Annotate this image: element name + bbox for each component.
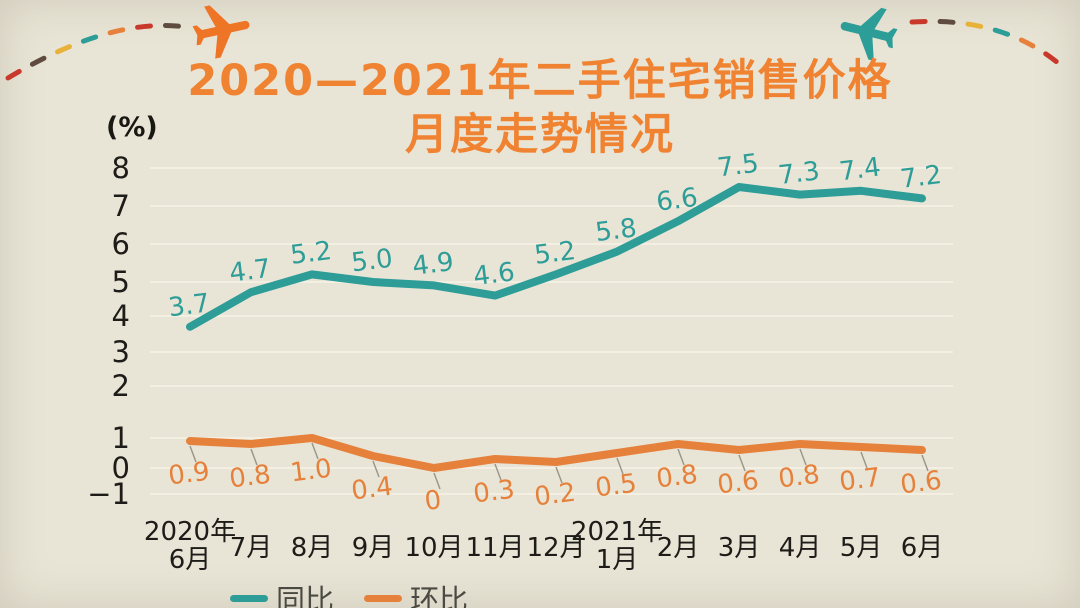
data-label-同比: 4.7 xyxy=(228,254,273,289)
y-tick-label: 3 xyxy=(112,335,130,369)
y-tick-label: 0 xyxy=(112,451,130,485)
x-tick-label: 7月 xyxy=(230,533,273,563)
y-tick-label: 2 xyxy=(112,369,130,403)
trail-dash-segment xyxy=(909,18,1067,71)
data-label-环比: 0 xyxy=(423,485,443,517)
data-labels: 3.7 4.7 5.2 5.0 4.9 4.6 5.2 5.8 6.6 7.5 7.3 7.4 7.2 0… xyxy=(167,149,944,517)
y-tick-label: −1 xyxy=(87,477,130,511)
data-label-环比: 0.8 xyxy=(655,460,700,495)
x-tick-label: 5月 xyxy=(840,533,883,563)
y-tick-label: 5 xyxy=(112,265,130,299)
airplane-left-icon xyxy=(840,7,898,61)
dashed-flight-trails xyxy=(5,18,1067,81)
label-leader-line xyxy=(677,448,685,466)
data-label-环比: 0.6 xyxy=(899,466,944,501)
label-leader-line xyxy=(860,451,868,469)
y-tick-label: 8 xyxy=(112,151,130,185)
x-tick-label: 9月 xyxy=(352,533,395,563)
series-lines xyxy=(186,183,926,472)
label-leader-line xyxy=(799,448,807,466)
legend-item-huanbi: 环比 xyxy=(364,577,468,608)
y-tick-label: 6 xyxy=(112,227,130,261)
data-label-同比: 5.2 xyxy=(533,236,578,271)
x-tick-label: 8月 xyxy=(291,533,334,563)
data-label-环比: 0.8 xyxy=(228,460,273,495)
legend-item-tongbi: 同比 xyxy=(230,577,334,608)
label-leader-line xyxy=(189,445,197,463)
y-tick-label: 7 xyxy=(112,189,130,223)
data-label-环比: 0.3 xyxy=(472,475,517,510)
label-leader-line xyxy=(372,460,380,478)
data-label-同比: 7.3 xyxy=(777,156,822,191)
data-label-同比: 7.4 xyxy=(838,152,883,187)
legend-label-huanbi: 环比 xyxy=(410,583,469,608)
chart-title-line1: 2020—2021年二手住宅销售价格 xyxy=(187,56,893,106)
x-tick-label: 2020年 6月 xyxy=(144,517,236,575)
data-label-环比: 1.0 xyxy=(289,454,334,489)
series-line-环比 xyxy=(186,434,926,472)
series-line-同比 xyxy=(186,183,926,331)
y-tick-label: 1 xyxy=(112,421,130,455)
x-tick-label: 2月 xyxy=(657,533,700,563)
data-label-同比: 6.6 xyxy=(655,183,700,218)
tongbi-line-swatch xyxy=(230,594,268,602)
data-label-同比: 7.5 xyxy=(716,149,761,184)
x-tick-label: 6月 xyxy=(901,533,944,563)
chart-title-line2: 月度走势情况 xyxy=(405,110,675,160)
data-label-环比: 0.2 xyxy=(533,478,578,513)
trail-dash-segment xyxy=(5,23,195,81)
data-label-环比: 0.6 xyxy=(716,466,761,501)
huanbi-line-swatch xyxy=(364,594,403,602)
label-leader-line xyxy=(311,442,319,460)
data-label-同比: 5.8 xyxy=(594,213,639,248)
unit-percent-label: (%) xyxy=(106,112,158,143)
y-tick-label: 4 xyxy=(112,299,130,333)
label-leader-line xyxy=(616,457,624,475)
x-tick-label: 11月 xyxy=(465,533,524,563)
label-leader-line xyxy=(433,472,441,490)
data-label-同比: 4.9 xyxy=(411,247,456,282)
x-tick-label: 2021年 1月 xyxy=(571,517,663,575)
legend: 同比 环比 xyxy=(230,577,468,608)
legend-label-tongbi: 同比 xyxy=(276,583,335,608)
data-label-环比: 0.9 xyxy=(167,457,212,492)
data-label-同比: 4.6 xyxy=(472,257,517,292)
x-tick-label: 4月 xyxy=(779,533,822,563)
data-label-环比: 0.4 xyxy=(350,472,395,507)
data-label-同比: 3.7 xyxy=(167,288,212,323)
data-label-环比: 0.8 xyxy=(777,460,822,495)
label-leader-line xyxy=(250,448,258,466)
x-tick-label: 12月 xyxy=(526,533,585,563)
label-leader-line xyxy=(921,454,929,472)
data-label-环比: 0.5 xyxy=(594,469,639,504)
data-label-同比: 5.0 xyxy=(350,244,395,279)
airplane-right-icon xyxy=(192,5,250,59)
data-label-环比: 0.7 xyxy=(838,463,883,498)
data-label-同比: 7.2 xyxy=(899,160,944,195)
data-label-同比: 5.2 xyxy=(289,236,334,271)
x-tick-label: 3月 xyxy=(718,533,761,563)
label-leader-line xyxy=(494,463,502,481)
x-tick-label: 10月 xyxy=(404,533,463,563)
trail-dash-segment xyxy=(909,18,1067,71)
label-leader-line xyxy=(555,466,563,484)
label-leader-line xyxy=(738,454,746,472)
